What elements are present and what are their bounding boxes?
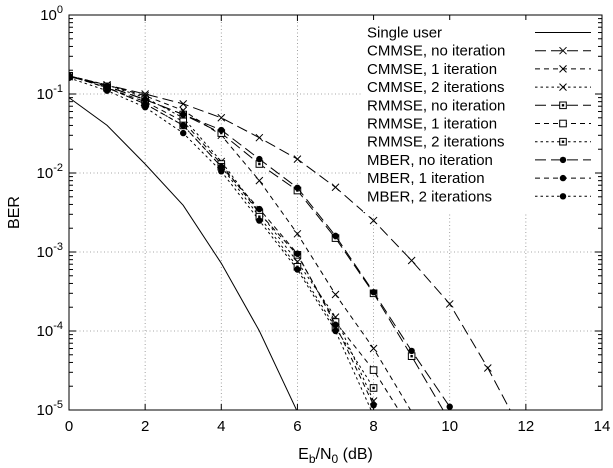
data-point xyxy=(332,232,339,240)
x-tick-label: 10 xyxy=(441,418,458,435)
legend-label: CMMSE, no iteration xyxy=(367,43,505,60)
y-tick-label: 10-2 xyxy=(37,162,63,182)
data-point xyxy=(293,229,302,238)
data-point xyxy=(180,129,187,137)
legend-marker xyxy=(559,137,567,146)
data-point xyxy=(255,176,264,185)
ticks: 0 2 4 6 8 10 12 14 10-5 10-4 10-3 10-2 10-1 100 xyxy=(37,4,611,435)
data-point xyxy=(69,74,73,82)
data-point xyxy=(369,366,378,374)
legend-marker xyxy=(559,83,567,91)
series-line xyxy=(69,75,453,410)
series-layer xyxy=(69,71,511,410)
series-line xyxy=(69,75,375,402)
data-point xyxy=(407,256,416,265)
data-point xyxy=(180,111,187,118)
data-point xyxy=(218,126,225,134)
x-tick-label: 4 xyxy=(217,418,225,435)
data-point xyxy=(103,87,111,94)
x-tick-label: 2 xyxy=(141,418,149,435)
data-point xyxy=(256,205,263,213)
legend-label: MBER, 1 iteration xyxy=(367,170,485,187)
legend-label: MBER, no iteration xyxy=(367,152,493,169)
legend-label: RMMSE, no iteration xyxy=(367,97,505,114)
data-point xyxy=(332,327,339,335)
legend-label: CMMSE, 2 iterations xyxy=(367,79,505,96)
legend-item: MBER, no iteration xyxy=(367,152,591,169)
y-tick-label: 100 xyxy=(40,4,63,24)
legend-marker xyxy=(559,174,567,182)
plot-frame xyxy=(68,14,603,411)
data-point xyxy=(294,184,301,191)
series-7 xyxy=(69,72,453,410)
data-point xyxy=(370,288,377,296)
legend-label: CMMSE, 1 iteration xyxy=(367,61,497,78)
legend-item: RMMSE, 1 iteration xyxy=(367,116,591,133)
legend-item: CMMSE, 1 iteration xyxy=(367,61,591,78)
x-tick-label: 8 xyxy=(369,418,377,435)
legend-label: RMMSE, 1 iteration xyxy=(367,116,497,133)
data-point xyxy=(331,290,340,299)
data-point xyxy=(217,113,226,122)
series-line xyxy=(69,97,298,410)
data-point xyxy=(445,300,454,308)
data-point xyxy=(255,133,264,142)
legend-marker xyxy=(559,193,567,200)
data-point xyxy=(369,344,378,353)
legend-item: MBER, 1 iteration xyxy=(367,170,591,187)
series-line xyxy=(69,75,375,406)
legend-marker xyxy=(559,156,567,164)
series-0 xyxy=(69,97,298,410)
series-line xyxy=(69,75,412,410)
x-axis-label: Eb/N0 (dB) xyxy=(298,446,373,466)
data-point xyxy=(293,155,302,163)
data-point xyxy=(331,183,340,192)
y-axis-label: BER xyxy=(6,196,23,229)
x-tick-label: 14 xyxy=(594,418,611,435)
data-point xyxy=(141,104,149,111)
legend-label: RMMSE, 2 iterations xyxy=(367,134,505,151)
legend-item: RMMSE, 2 iterations xyxy=(367,134,591,151)
data-point xyxy=(332,321,339,328)
data-point xyxy=(180,122,187,129)
y-tick-label: 10-1 xyxy=(37,83,63,103)
data-point xyxy=(294,250,301,257)
data-point xyxy=(369,216,378,225)
legend-marker xyxy=(559,46,567,55)
legend-item: RMMSE, no iteration xyxy=(367,97,591,114)
data-point xyxy=(256,217,263,224)
legend-item: MBER, 2 iterations xyxy=(367,188,591,205)
data-point xyxy=(483,364,492,372)
legend-marker xyxy=(559,65,567,73)
x-tick-label: 0 xyxy=(65,418,73,435)
y-tick-label: 10-3 xyxy=(37,241,63,261)
series-9 xyxy=(69,74,372,410)
data-point xyxy=(179,100,188,108)
data-point xyxy=(408,347,415,355)
legend-label: MBER, 2 iterations xyxy=(367,188,492,205)
series-2 xyxy=(69,71,412,410)
legend-item: Single user xyxy=(367,25,591,42)
data-point xyxy=(256,155,263,163)
legend-item: CMMSE, no iteration xyxy=(367,43,591,60)
y-tick-label: 10-4 xyxy=(37,320,63,340)
series-line xyxy=(69,75,400,410)
legend-label: Single user xyxy=(367,25,442,42)
y-tick-label: 10-5 xyxy=(37,399,63,419)
data-point xyxy=(294,266,301,273)
legend-marker xyxy=(559,101,567,110)
data-point xyxy=(218,168,225,175)
x-tick-label: 6 xyxy=(293,418,301,435)
legend-box xyxy=(363,20,595,212)
legend-marker xyxy=(559,119,567,128)
legend-item: CMMSE, 2 iterations xyxy=(367,79,591,96)
data-point xyxy=(369,384,378,392)
x-tick-label: 12 xyxy=(518,418,535,435)
data-point xyxy=(218,163,225,170)
